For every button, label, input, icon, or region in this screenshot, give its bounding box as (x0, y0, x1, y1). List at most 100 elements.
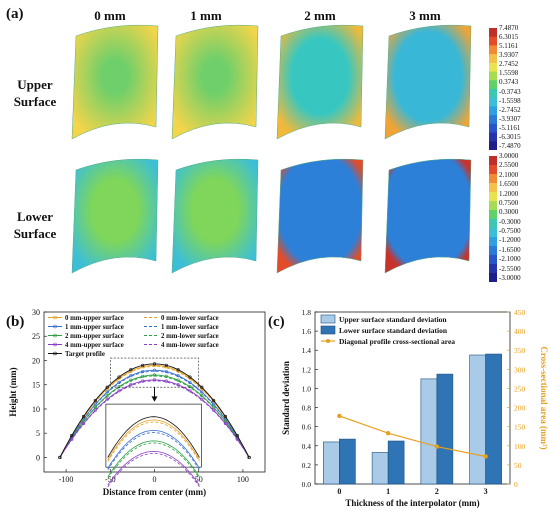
inset-series-line (107, 432, 200, 471)
colorbar-tick-label: 2.7452 (499, 60, 519, 69)
column-header-0mm: 0 mm (94, 8, 126, 23)
column-header-2mm: 2 mm (304, 8, 336, 23)
profile-point (164, 379, 168, 383)
std-bar (371, 452, 389, 485)
colorbar-segment (489, 115, 497, 125)
legend-marker (53, 315, 57, 320)
colorbar-segment (489, 246, 497, 256)
profile-series-line (59, 365, 250, 458)
profile-point (58, 455, 62, 460)
row-header-lower-line1: Lower (16, 209, 54, 224)
colorbar-segment (489, 255, 497, 265)
profile-point (212, 398, 216, 403)
colorbar-segment (489, 264, 497, 274)
row-header-lower: Lower Surface (0, 208, 70, 242)
profile-point (152, 368, 157, 372)
column-header-1mm: 1 mm (190, 8, 222, 23)
profile-point (247, 455, 251, 460)
colorbar-tick-label: -6.3015 (499, 132, 521, 141)
colorbar-segment (489, 219, 497, 229)
std-bar (323, 441, 340, 485)
colorbar-tick-label: 3.9307 (499, 51, 519, 60)
colorbar-tick-label: 7.4870 (499, 24, 519, 32)
colorbar-segment (489, 123, 497, 134)
profile-point (141, 363, 145, 367)
profile-legend: 0 mm-upper surface 0 mm-lower surface 1 mm… (48, 315, 219, 358)
area-point (337, 413, 342, 419)
legend-marker (326, 339, 330, 343)
profile-point (93, 405, 97, 409)
profile-point (93, 402, 97, 406)
legend-marker (53, 333, 57, 338)
deviation-map-upper-2 (276, 24, 364, 140)
area-point (434, 444, 440, 449)
colorbar-tick-label: 0.3743 (499, 78, 519, 87)
legend-label: 0 mm-lower surface (161, 315, 219, 322)
deviation-map-upper-3 (384, 24, 472, 140)
profile-point (176, 368, 180, 372)
plot-frame (314, 311, 511, 485)
colorbar-segment (489, 28, 497, 38)
profile-point (212, 408, 216, 412)
deviation-map-lower-1 (171, 158, 259, 274)
legend-swatch (320, 325, 336, 335)
colorbar-segment (489, 192, 497, 202)
legend-label: 1 mm-upper surface (65, 324, 124, 331)
colorbar-tick-label: -1.5598 (499, 96, 521, 105)
colorbar-tick-label: -7.4870 (499, 142, 521, 150)
y2-tick-label: 200 (514, 404, 526, 413)
profile-point (81, 414, 86, 419)
y-axis-label: Standard deviation (281, 361, 291, 435)
deviation-map-lower-3 (384, 158, 472, 274)
inset-series-line (107, 450, 200, 486)
profile-point (141, 379, 145, 383)
inset-series-line (107, 419, 200, 461)
colorbar-tick-label: 5.1161 (499, 42, 518, 51)
profile-series-line (59, 375, 250, 458)
profile-point (117, 375, 121, 379)
deviation-map-lower-0 (71, 158, 159, 274)
profile-point (212, 402, 216, 406)
y-tick-label: 0 (36, 453, 40, 462)
profile-series-line (59, 363, 250, 458)
colorbar-tick-label: -5.1161 (499, 123, 521, 132)
panel-a-label: (a) (6, 6, 24, 22)
colorbar-tick-label: 1.6500 (499, 180, 519, 189)
profile-chart: -100 -50 0 50 100 0 5 10 15 20 25 30 Distance from c… (8, 308, 266, 497)
profile-point (235, 437, 239, 441)
legend-marker (53, 351, 57, 356)
std-bar (469, 354, 486, 485)
profile-point (141, 374, 145, 378)
legend-marker (53, 342, 57, 347)
legend-label: Diagonal profile cross-sectional area (339, 337, 455, 346)
colorbar-tick-label: 1.2000 (499, 189, 519, 198)
colorbar-tick-label: 3.0000 (499, 152, 519, 160)
profile-series-line (59, 380, 250, 458)
colorbar-tick-label: -2.5500 (499, 264, 521, 273)
deviation-map-lower-2 (276, 158, 364, 274)
x-tick-label: 1 (386, 487, 390, 496)
profile-point (152, 362, 157, 366)
inset-series-line (107, 416, 200, 458)
y-tick-label: 0.4 (302, 442, 312, 451)
profile-point (176, 378, 180, 382)
colorbar-segment (489, 71, 497, 81)
colorbar-tick-label: -3.0000 (499, 274, 521, 282)
y-tick-label: 0.8 (302, 404, 312, 413)
colorbar-segment (489, 36, 497, 46)
x-tick-label: 0 (153, 475, 157, 484)
colorbar-tick-label: -0.3000 (499, 217, 521, 226)
std-bar (387, 440, 405, 485)
colorbar-segment (489, 201, 497, 211)
y2-axis-label: Cross-sectional area (mm²) (539, 346, 549, 449)
y-tick-label: 1.4 (302, 346, 312, 355)
y2-tick-label: 450 (514, 308, 526, 317)
profile-point (223, 421, 228, 426)
colorbar-segment (489, 141, 497, 150)
y-tick-label: 0.0 (302, 480, 312, 489)
inset-series-line (107, 429, 200, 469)
profile-point (212, 405, 216, 409)
colorbar-segment (489, 80, 497, 90)
y-tick-label: 30 (32, 308, 40, 317)
inset-series-line (107, 440, 200, 478)
